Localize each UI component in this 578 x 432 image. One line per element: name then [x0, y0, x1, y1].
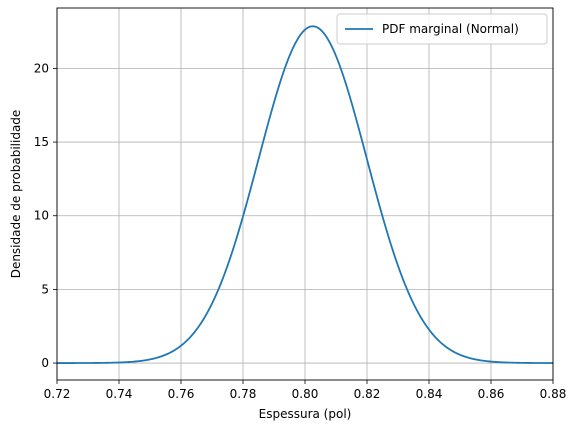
x-tick-label: 0.86: [478, 387, 505, 401]
y-tick-label: 5: [41, 282, 49, 296]
legend: PDF marginal (Normal): [336, 13, 548, 45]
series-layer: [57, 25, 553, 364]
y-tick-label: 10: [34, 209, 49, 223]
y-tick-label: 15: [34, 135, 49, 149]
x-tick-label: 0.80: [292, 387, 319, 401]
x-tick-label: 0.84: [416, 387, 443, 401]
y-tick-label: 0: [41, 356, 49, 370]
y-tick-label: 20: [34, 61, 49, 75]
x-tick-label: 0.72: [44, 387, 71, 401]
x-tick-label: 0.78: [230, 387, 257, 401]
x-tick-label: 0.88: [540, 387, 567, 401]
y-axis-title: Densidade de probabilidade: [9, 110, 23, 279]
legend-box: [336, 13, 548, 45]
x-tick-label: 0.82: [354, 387, 381, 401]
x-tick-label: 0.76: [168, 387, 195, 401]
ticks: 0.72 0.74 0.76 0.78 0.80 0.82 0.84 0.86 0.88 0 5 10…: [34, 61, 567, 401]
x-tick-label: 0.74: [106, 387, 133, 401]
x-axis-title: Espessura (pol): [259, 407, 352, 421]
series-line-pdf-marginal: [57, 25, 553, 364]
legend-entry-label: PDF marginal (Normal): [382, 22, 519, 36]
